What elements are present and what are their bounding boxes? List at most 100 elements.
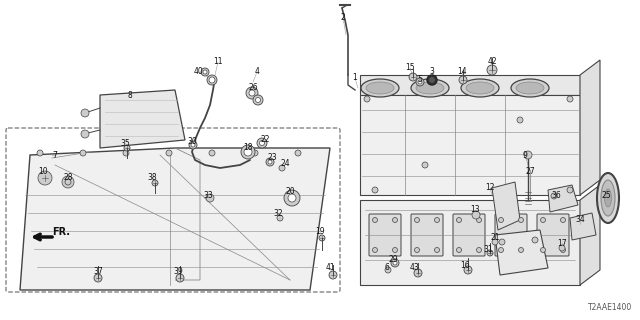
Circle shape bbox=[472, 211, 480, 219]
Circle shape bbox=[487, 65, 497, 75]
Circle shape bbox=[422, 162, 428, 168]
Circle shape bbox=[288, 194, 296, 202]
Text: 37: 37 bbox=[93, 268, 103, 276]
Circle shape bbox=[392, 247, 397, 252]
Text: 35: 35 bbox=[120, 139, 130, 148]
Circle shape bbox=[201, 68, 209, 76]
Circle shape bbox=[62, 176, 74, 188]
Circle shape bbox=[415, 247, 419, 252]
Polygon shape bbox=[495, 230, 548, 275]
Circle shape bbox=[477, 218, 481, 222]
Circle shape bbox=[37, 150, 43, 156]
Circle shape bbox=[385, 267, 391, 273]
Circle shape bbox=[435, 247, 440, 252]
Text: 5: 5 bbox=[417, 76, 422, 84]
Text: 11: 11 bbox=[213, 58, 223, 67]
Text: 33: 33 bbox=[203, 190, 213, 199]
Text: 23: 23 bbox=[267, 154, 277, 163]
Circle shape bbox=[541, 247, 545, 252]
Circle shape bbox=[499, 218, 504, 222]
Text: 42: 42 bbox=[487, 58, 497, 67]
Polygon shape bbox=[360, 200, 580, 285]
Circle shape bbox=[517, 117, 523, 123]
Circle shape bbox=[414, 269, 422, 277]
Ellipse shape bbox=[516, 82, 544, 94]
Circle shape bbox=[541, 218, 545, 222]
Circle shape bbox=[209, 150, 215, 156]
Circle shape bbox=[391, 259, 399, 267]
Polygon shape bbox=[100, 90, 185, 148]
Circle shape bbox=[393, 261, 397, 265]
Text: 27: 27 bbox=[525, 167, 535, 177]
Circle shape bbox=[253, 95, 263, 105]
Text: 4: 4 bbox=[255, 68, 259, 76]
Circle shape bbox=[524, 151, 532, 159]
FancyBboxPatch shape bbox=[453, 214, 485, 256]
Text: 38: 38 bbox=[147, 173, 157, 182]
Circle shape bbox=[189, 141, 197, 149]
Circle shape bbox=[152, 180, 158, 186]
Text: 22: 22 bbox=[260, 135, 269, 145]
Circle shape bbox=[40, 173, 50, 183]
Circle shape bbox=[241, 145, 255, 159]
Polygon shape bbox=[580, 60, 600, 195]
Circle shape bbox=[372, 187, 378, 193]
Text: 21: 21 bbox=[490, 234, 500, 243]
Text: 7: 7 bbox=[52, 150, 58, 159]
Text: T2AAE1400: T2AAE1400 bbox=[588, 303, 632, 312]
Circle shape bbox=[435, 218, 440, 222]
Ellipse shape bbox=[511, 79, 549, 97]
Circle shape bbox=[532, 237, 538, 243]
Circle shape bbox=[65, 179, 71, 185]
Text: 20: 20 bbox=[285, 188, 295, 196]
Text: 29: 29 bbox=[388, 255, 398, 265]
Text: 31: 31 bbox=[483, 245, 493, 254]
Circle shape bbox=[279, 165, 285, 171]
Circle shape bbox=[268, 160, 272, 164]
Circle shape bbox=[255, 98, 260, 102]
Text: 15: 15 bbox=[405, 63, 415, 73]
Circle shape bbox=[518, 247, 524, 252]
Circle shape bbox=[459, 76, 467, 84]
Circle shape bbox=[429, 77, 435, 83]
Circle shape bbox=[123, 150, 129, 156]
Circle shape bbox=[487, 250, 493, 256]
Text: 1: 1 bbox=[353, 74, 357, 83]
Circle shape bbox=[456, 218, 461, 222]
Circle shape bbox=[81, 130, 89, 138]
Text: 41: 41 bbox=[325, 263, 335, 273]
Circle shape bbox=[561, 247, 566, 252]
Circle shape bbox=[277, 215, 283, 221]
Circle shape bbox=[319, 235, 325, 241]
Text: 17: 17 bbox=[557, 238, 567, 247]
Text: 24: 24 bbox=[280, 158, 290, 167]
Ellipse shape bbox=[416, 82, 444, 94]
Circle shape bbox=[209, 77, 215, 83]
FancyBboxPatch shape bbox=[369, 214, 401, 256]
Text: 28: 28 bbox=[63, 173, 73, 182]
Text: 14: 14 bbox=[457, 68, 467, 76]
Text: 6: 6 bbox=[385, 263, 389, 273]
Circle shape bbox=[372, 247, 378, 252]
Text: 12: 12 bbox=[485, 183, 495, 193]
Ellipse shape bbox=[361, 79, 399, 97]
Text: 25: 25 bbox=[601, 190, 611, 199]
Text: 26: 26 bbox=[248, 83, 258, 92]
Circle shape bbox=[266, 158, 274, 166]
Text: 10: 10 bbox=[38, 167, 48, 177]
Ellipse shape bbox=[601, 180, 615, 216]
Ellipse shape bbox=[605, 189, 611, 207]
Circle shape bbox=[456, 247, 461, 252]
Text: FR.: FR. bbox=[52, 227, 70, 237]
Circle shape bbox=[166, 150, 172, 156]
Text: 40: 40 bbox=[193, 68, 203, 76]
Circle shape bbox=[191, 143, 195, 147]
Polygon shape bbox=[570, 213, 596, 240]
Circle shape bbox=[415, 218, 419, 222]
Circle shape bbox=[392, 218, 397, 222]
Circle shape bbox=[295, 150, 301, 156]
Text: 3: 3 bbox=[429, 68, 435, 76]
Circle shape bbox=[252, 150, 258, 156]
Circle shape bbox=[551, 193, 557, 199]
Circle shape bbox=[372, 218, 378, 222]
